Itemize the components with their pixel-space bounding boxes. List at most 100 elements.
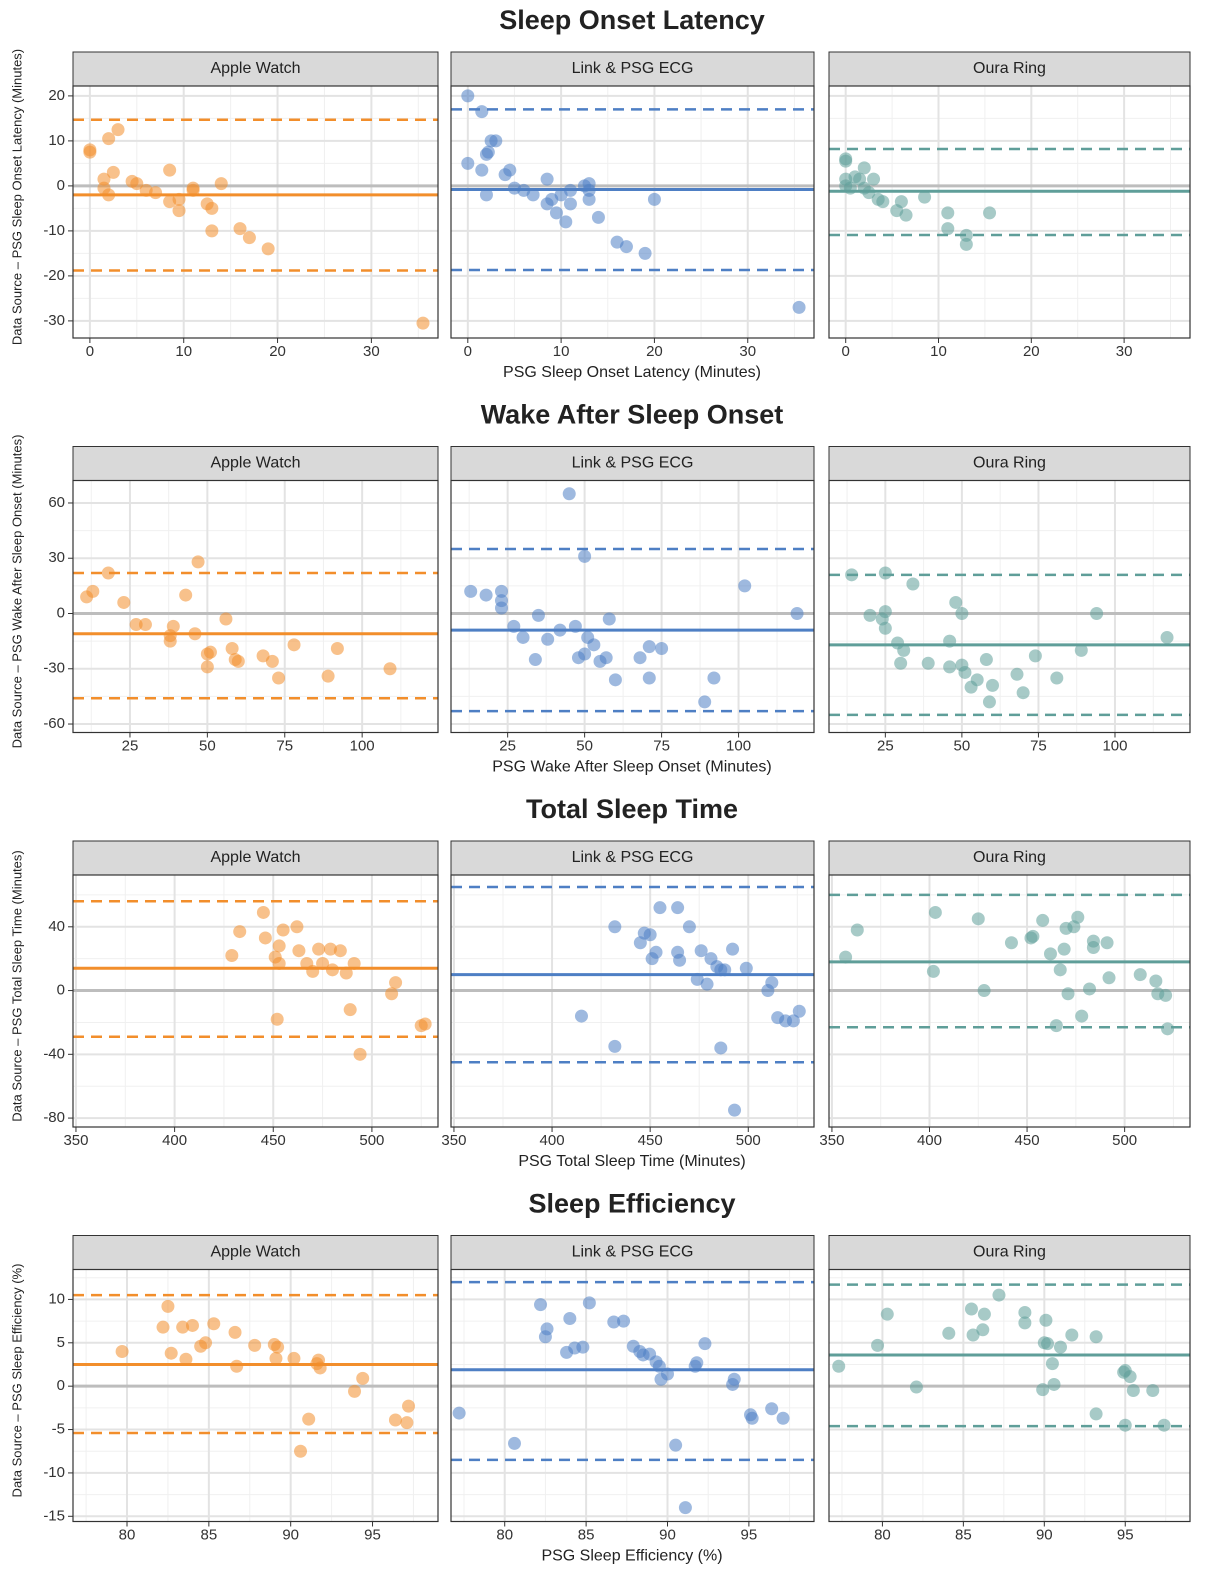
x-tick-label: 450 (638, 1132, 663, 1149)
point (906, 577, 920, 591)
point (1065, 1328, 1079, 1342)
point (786, 1014, 800, 1028)
point (563, 197, 577, 211)
strip (72, 1235, 439, 1270)
point (203, 645, 217, 659)
point (671, 901, 685, 915)
y-tick-label: -10 (43, 222, 65, 239)
point (863, 608, 877, 622)
panel (829, 875, 1190, 1127)
point (921, 656, 935, 670)
x-tick-label: 10 (175, 343, 192, 360)
x-tick-label: 10 (930, 343, 947, 360)
panel-border (72, 479, 439, 734)
point (321, 669, 335, 683)
point (149, 186, 163, 200)
point (258, 931, 272, 945)
panel (73, 1269, 438, 1522)
point (958, 665, 972, 679)
point (971, 912, 985, 926)
point (163, 634, 177, 648)
x-tick-label: 80 (874, 1526, 891, 1543)
point (707, 671, 721, 685)
x-tick-label: 500 (736, 1132, 761, 1149)
point (452, 1406, 466, 1420)
point (388, 1413, 402, 1427)
point (541, 632, 555, 646)
point (549, 206, 563, 220)
panel-border (828, 479, 1191, 734)
y-tick-label: 40 (48, 918, 65, 935)
panel-border (72, 874, 439, 1128)
point (475, 163, 489, 177)
point (464, 584, 478, 598)
point (983, 206, 997, 220)
x-tick-label: 400 (162, 1132, 187, 1149)
point (86, 584, 100, 598)
y-tick-label: 10 (48, 132, 65, 149)
point (607, 1315, 621, 1329)
point (256, 905, 270, 919)
point (599, 651, 613, 665)
point (698, 1337, 712, 1351)
point (242, 231, 256, 245)
y-tick-label: 0 (57, 982, 65, 999)
panel (451, 480, 814, 733)
y-axis-label: Data Source – PSG Total Sleep Time (Minu… (9, 850, 24, 1121)
point (383, 662, 397, 676)
x-tick-label: 25 (499, 737, 516, 754)
point (926, 964, 940, 978)
point (418, 1017, 432, 1031)
point (385, 987, 399, 1001)
strip-label: Oura Ring (973, 455, 1046, 472)
point (738, 579, 752, 593)
point (214, 177, 228, 191)
point (928, 905, 942, 919)
point (343, 1003, 357, 1017)
point (290, 920, 304, 934)
point (1018, 1316, 1032, 1330)
strip-label: Oura Ring (973, 60, 1046, 77)
point (138, 618, 152, 632)
point (272, 939, 286, 953)
x-tick-label: 50 (954, 737, 971, 754)
point (633, 651, 647, 665)
point (1004, 936, 1018, 950)
strip-label: Apple Watch (210, 1244, 300, 1261)
point (400, 1416, 414, 1430)
point (294, 1444, 308, 1458)
point (276, 923, 290, 937)
y-tick-label: 10 (48, 1290, 65, 1307)
point (231, 654, 245, 668)
point (1123, 1370, 1137, 1384)
point (700, 977, 714, 991)
y-tick-label: -30 (43, 660, 65, 677)
point (287, 638, 301, 652)
panel-border (450, 479, 815, 734)
point (272, 956, 286, 970)
x-tick-label: 95 (364, 1526, 381, 1543)
point (534, 1298, 548, 1312)
x-tick-label: 85 (201, 1526, 218, 1543)
point (582, 1296, 596, 1310)
point (563, 1312, 577, 1326)
point (977, 1307, 991, 1321)
y-axis-label: Data Source – PSG Wake After Sleep Onset… (9, 435, 24, 749)
point (111, 123, 125, 137)
x-tick-label: 85 (955, 1526, 972, 1543)
x-tick-label: 0 (464, 343, 472, 360)
point (839, 154, 853, 168)
point (982, 695, 996, 709)
point (955, 607, 969, 620)
panel (451, 1269, 814, 1522)
point (790, 607, 804, 620)
point (617, 1314, 631, 1328)
point (461, 156, 475, 170)
point (330, 642, 344, 655)
point (1126, 1384, 1140, 1398)
x-tick-label: 450 (1015, 1132, 1040, 1149)
y-tick-label: -10 (43, 1464, 65, 1481)
strip (828, 446, 1191, 481)
point (265, 654, 279, 668)
point (1036, 1383, 1050, 1397)
